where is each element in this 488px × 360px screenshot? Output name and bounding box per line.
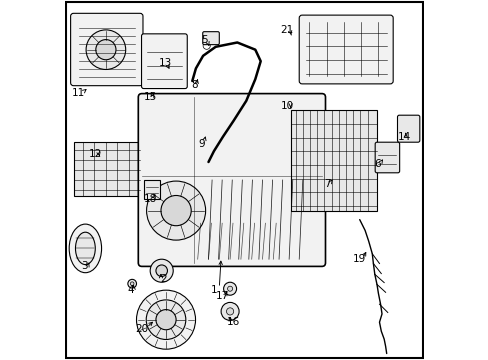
Bar: [290, 110, 376, 211]
Text: 8: 8: [190, 80, 197, 90]
Text: 17: 17: [216, 291, 229, 301]
Circle shape: [156, 310, 176, 330]
Circle shape: [96, 40, 116, 60]
Circle shape: [161, 195, 191, 226]
FancyBboxPatch shape: [271, 97, 294, 114]
Circle shape: [146, 300, 185, 339]
Bar: [144, 180, 159, 199]
Text: 21: 21: [280, 24, 293, 35]
Text: 13: 13: [158, 58, 172, 68]
Circle shape: [226, 308, 233, 315]
Circle shape: [223, 282, 236, 295]
Text: 11: 11: [72, 88, 85, 98]
Text: 15: 15: [144, 92, 157, 102]
FancyBboxPatch shape: [299, 15, 392, 84]
Ellipse shape: [75, 232, 95, 265]
Text: 14: 14: [397, 132, 410, 142]
Circle shape: [150, 259, 173, 282]
Text: 4: 4: [127, 285, 134, 295]
Circle shape: [203, 42, 210, 49]
FancyBboxPatch shape: [203, 32, 219, 45]
Text: 9: 9: [198, 139, 204, 149]
Circle shape: [156, 265, 167, 276]
Bar: [73, 142, 140, 196]
Text: 2: 2: [160, 274, 166, 284]
FancyBboxPatch shape: [141, 34, 187, 89]
Text: 19: 19: [352, 254, 366, 264]
FancyBboxPatch shape: [374, 142, 399, 173]
Text: 16: 16: [226, 317, 240, 327]
Text: 18: 18: [144, 194, 157, 204]
Text: 6: 6: [374, 159, 380, 169]
Text: 5: 5: [201, 35, 208, 45]
Text: 20: 20: [135, 324, 148, 334]
Circle shape: [221, 302, 239, 320]
Circle shape: [86, 30, 125, 69]
FancyBboxPatch shape: [138, 94, 325, 266]
Ellipse shape: [69, 224, 102, 273]
Text: 10: 10: [281, 101, 294, 111]
FancyBboxPatch shape: [397, 115, 419, 142]
Circle shape: [136, 290, 195, 349]
FancyBboxPatch shape: [70, 13, 142, 86]
Circle shape: [146, 181, 205, 240]
Text: 1: 1: [210, 285, 217, 295]
Circle shape: [227, 286, 232, 291]
Circle shape: [130, 282, 134, 285]
Text: 7: 7: [324, 179, 330, 189]
Text: 3: 3: [81, 261, 87, 271]
Circle shape: [127, 279, 136, 288]
Text: 12: 12: [88, 149, 102, 159]
